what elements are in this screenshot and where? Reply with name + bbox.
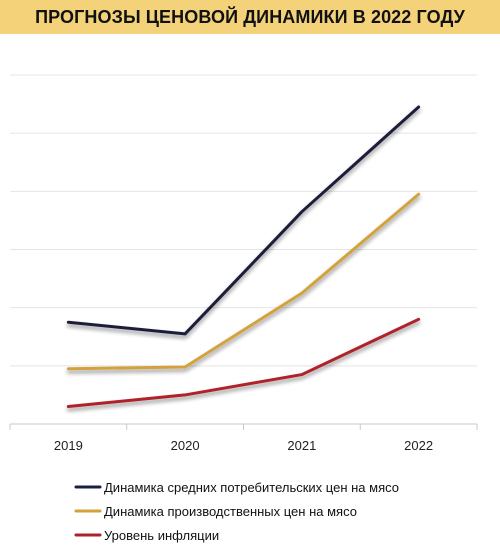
legend-label: Уровень инфляции — [104, 528, 219, 543]
chart-title: ПРОГНОЗЫ ЦЕНОВОЙ ДИНАМИКИ В 2022 ГОДУ — [35, 6, 465, 27]
legend-label: Динамика средних потребительских цен на … — [104, 480, 399, 495]
legend-label: Динамика производственных цен на мясо — [104, 504, 357, 519]
title-bar: ПРОГНОЗЫ ЦЕНОВОЙ ДИНАМИКИ В 2022 ГОДУ — [0, 0, 500, 34]
series-line — [66, 105, 421, 336]
x-tick-label: 2019 — [54, 438, 83, 453]
series-line — [66, 192, 421, 371]
x-axis: 2019 2020 2021 2022 — [9, 424, 478, 453]
series-lines — [66, 105, 421, 409]
x-tick-label: 2022 — [404, 438, 433, 453]
x-tick-label: 2020 — [171, 438, 200, 453]
x-tick-label: 2021 — [287, 438, 316, 453]
legend: Динамика средних потребительских цен на … — [74, 480, 399, 543]
gridlines — [10, 74, 477, 425]
series-line — [66, 317, 421, 409]
line-chart: 2019 2020 2021 2022 Динамика средних потреб… — [9, 74, 478, 543]
